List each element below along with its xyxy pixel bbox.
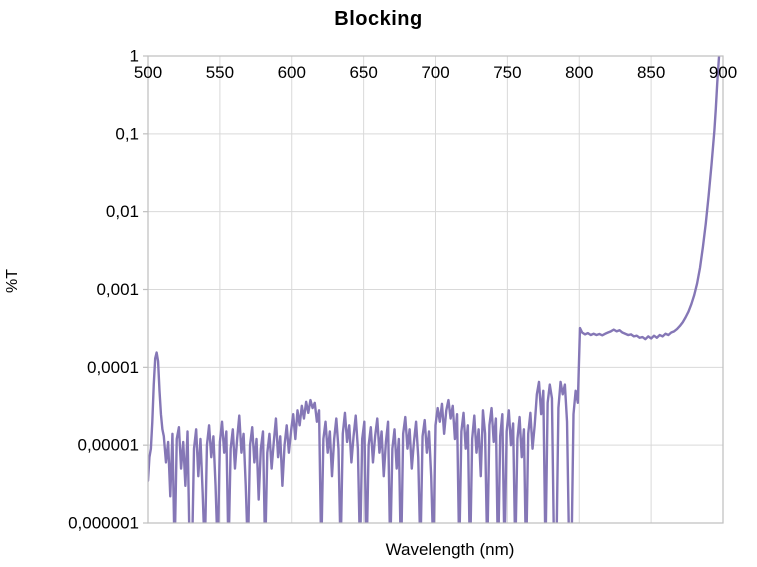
x-axis-title: Wavelength (nm)	[385, 540, 515, 559]
x-tick-label: 600	[278, 63, 306, 82]
x-tick-label: 700	[421, 63, 449, 82]
x-tick-label: 500	[134, 63, 162, 82]
y-tick-label: 0,0001	[87, 358, 139, 377]
y-tick-label: 0,000001	[68, 514, 139, 533]
x-tick-label: 800	[565, 63, 593, 82]
y-tick-label: 0,001	[96, 280, 139, 299]
x-tick-label: 650	[349, 63, 377, 82]
series-line	[148, 56, 721, 523]
y-tick-label: 0,01	[106, 202, 139, 221]
y-tick-label: 1	[130, 47, 139, 66]
x-tick-label: 550	[206, 63, 234, 82]
chart-title: Blocking	[334, 8, 423, 30]
x-tick-label: 900	[709, 63, 737, 82]
y-tick-label: 0,00001	[78, 436, 139, 455]
x-tick-label: 850	[637, 63, 665, 82]
x-tick-label: 750	[493, 63, 521, 82]
y-tick-label: 0,1	[115, 124, 139, 143]
